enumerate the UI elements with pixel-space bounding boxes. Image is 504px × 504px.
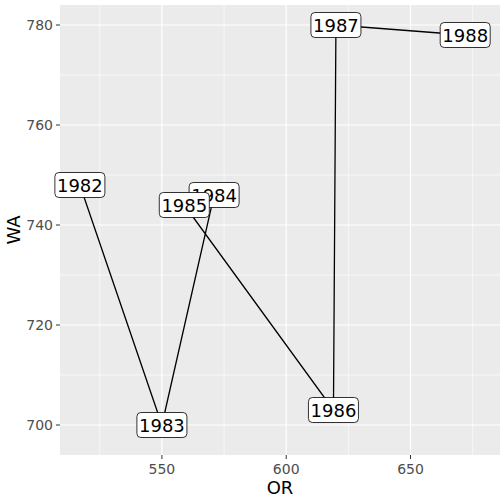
tick-label-y: 780 [26,17,53,33]
chart-root: 5506006507007207407607801982198319841985… [0,0,504,504]
grid-y [60,324,500,325]
tick-label-x: 650 [397,461,424,477]
panel [60,5,500,455]
point-label: 1982 [57,175,103,196]
grid-y [60,424,500,425]
tick-y [56,25,60,26]
point-marker [159,193,209,218]
chart-svg: 5506006507007207407607801982198319841985… [0,0,504,504]
tick-x [410,455,411,459]
tick-label-y: 700 [26,417,53,433]
point-marker [311,13,361,38]
tick-label-y: 740 [26,217,53,233]
grid-y [60,224,500,225]
point-label-group: 1985 [159,193,209,218]
point-label: 1988 [442,25,488,46]
data-line [80,25,465,425]
point-label: 1986 [311,400,357,421]
point-label-group: 1982 [55,173,105,198]
point-marker [137,413,187,438]
tick-y [56,425,60,426]
point-label-group: 1986 [308,398,358,423]
minor-grid-y [60,175,500,176]
grid-y [60,24,500,25]
y-axis-title: WA [3,215,24,245]
x-axis-title: OR [267,477,294,498]
point-label: 1983 [139,415,185,436]
tick-x [161,455,162,459]
point-label: 1985 [161,195,207,216]
grid-y [60,124,500,125]
point-marker [55,173,105,198]
tick-y [56,225,60,226]
tick-x [286,455,287,459]
grid-x [286,5,287,455]
tick-label-y: 760 [26,117,53,133]
minor-grid-y [60,275,500,276]
point-label-group: 1987 [311,13,361,38]
plot-area [80,25,465,425]
minor-grid-x [472,5,473,455]
minor-grid-y [60,75,500,76]
point-label: 1987 [313,15,359,36]
minor-grid-x [99,5,100,455]
tick-y [56,325,60,326]
point-marker [440,23,490,48]
minor-grid-x [224,5,225,455]
minor-grid-y [60,375,500,376]
tick-label-x: 600 [273,461,300,477]
tick-y [56,125,60,126]
minor-grid-x [348,5,349,455]
tick-label-x: 550 [149,461,176,477]
point-label-group: 1983 [137,413,187,438]
point-label-group: 1988 [440,23,490,48]
grid-x [161,5,162,455]
point-marker [308,398,358,423]
grid-x [410,5,411,455]
tick-label-y: 720 [26,317,53,333]
